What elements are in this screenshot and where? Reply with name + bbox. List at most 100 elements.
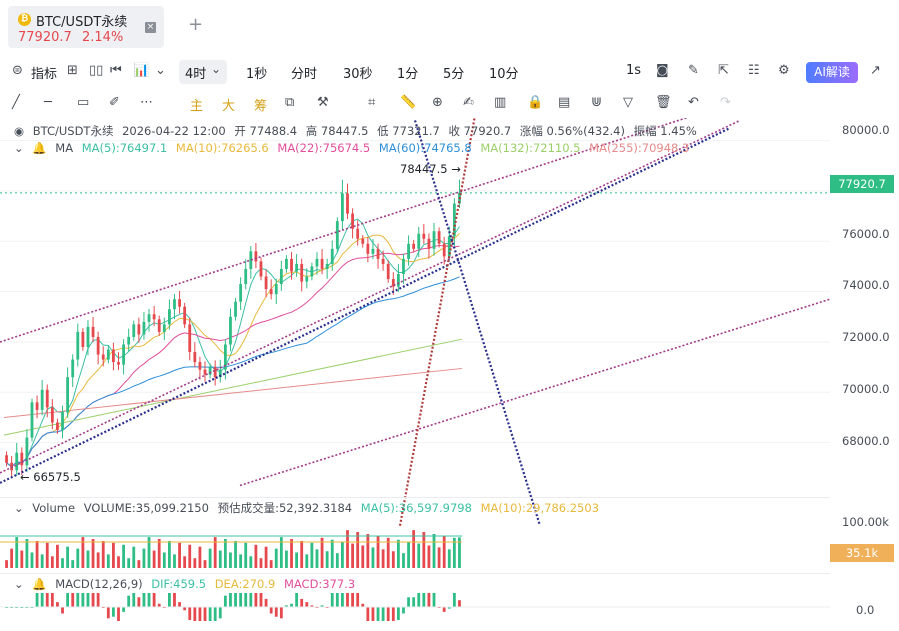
magnet-icon[interactable]: ⋓	[591, 95, 602, 110]
volume-bar	[152, 550, 156, 568]
main-chip-button[interactable]: 主	[190, 99, 204, 114]
volume-bar	[71, 560, 75, 568]
rectangle-tool-icon[interactable]: ▭	[77, 95, 90, 110]
candle-body	[315, 258, 319, 267]
macd-bar	[305, 602, 309, 607]
replay-icon[interactable]: ⏮	[110, 63, 122, 78]
interval-1s[interactable]: 1秒	[246, 67, 268, 82]
big-chip-button[interactable]: 大	[222, 99, 236, 114]
macd-bar	[458, 600, 461, 607]
candle-body	[91, 326, 95, 337]
volume-bar	[203, 560, 207, 568]
macd-bar	[203, 607, 207, 621]
chart-type-icon[interactable]: 📊	[133, 63, 150, 78]
volume-bar	[295, 552, 299, 568]
legend-open: 开 77488.4	[234, 124, 298, 138]
magic-tool-icon[interactable]: ⚒	[317, 95, 329, 110]
volume-bar	[117, 556, 120, 568]
settings-icon[interactable]: ⚙	[778, 63, 790, 78]
volume-bar	[81, 537, 85, 568]
volume-label: Volume	[32, 501, 76, 515]
macd-bar	[417, 593, 421, 607]
ma22-line	[6, 244, 460, 468]
zoom-in-icon[interactable]: ⊕	[432, 95, 443, 110]
trash-icon[interactable]: 🗑	[655, 95, 672, 110]
dropdown-icon[interactable]: ⌄	[155, 63, 166, 78]
ai-analysis-button[interactable]: AI解读	[806, 62, 858, 83]
candle-body	[341, 193, 344, 222]
macd-bar	[259, 593, 263, 607]
close-tab-icon[interactable]: ×	[145, 22, 156, 33]
chevron-down-icon[interactable]: ⌄	[14, 577, 24, 591]
volume-bar	[45, 542, 49, 568]
macd-bar	[264, 598, 268, 607]
volume-ma10: MA(10):29,786.2503	[480, 501, 600, 515]
macd-bar	[147, 593, 151, 607]
realtime-1s[interactable]: 1s	[626, 63, 642, 78]
redo-icon[interactable]: ↷	[720, 95, 731, 110]
measure-tool-icon[interactable]: ⧉	[285, 95, 295, 110]
ruler-tool-icon[interactable]: 📏	[400, 95, 417, 110]
ma5-line	[6, 218, 460, 468]
candle-body	[346, 193, 349, 214]
add-tab-icon[interactable]: +	[188, 14, 204, 35]
symbol-tab[interactable]: ₿ BTC/USDT永续 77920.7 2.14% ×	[8, 6, 164, 48]
macd-bar	[234, 593, 237, 607]
chart-bars-icon[interactable]: ▥	[494, 95, 507, 110]
macd-bar	[422, 593, 426, 607]
macd-bar	[402, 607, 405, 614]
volume-bar	[229, 552, 232, 568]
eye-icon[interactable]: ◉	[14, 124, 25, 138]
interval-timeline[interactable]: 分时	[291, 67, 318, 82]
grid-icon[interactable]: ⊞	[67, 63, 78, 78]
macd-bar	[66, 593, 70, 607]
candle-body	[213, 367, 217, 378]
macd-bar	[142, 593, 146, 607]
export-icon[interactable]: ⇱	[718, 63, 729, 78]
ma60-value: MA(60):74765.8	[378, 141, 472, 155]
volume-bar	[386, 537, 390, 568]
candle-body	[310, 266, 314, 277]
trendline-tool-icon[interactable]: ╱	[12, 95, 20, 110]
filter-icon[interactable]: ▽	[623, 95, 633, 110]
panel-divider	[0, 573, 830, 574]
horizontal-line-tool-icon[interactable]: ─	[44, 95, 52, 110]
candle-body	[208, 367, 212, 375]
template-icon[interactable]: ▤	[558, 95, 571, 110]
indicator-icon[interactable]: ⊜	[12, 63, 23, 78]
chevron-down-icon[interactable]: ⌄	[14, 141, 24, 155]
chevron-down-icon[interactable]: ⌄	[14, 501, 24, 515]
macd-bar	[106, 607, 110, 619]
undo-icon[interactable]: ↶	[688, 95, 699, 110]
interval-1m[interactable]: 1分	[397, 67, 419, 82]
brush-tool-icon[interactable]: ✐	[109, 95, 120, 110]
bell-icon[interactable]: 🔔	[32, 577, 47, 591]
interval-10m[interactable]: 10分	[489, 67, 519, 82]
macd-bar	[452, 593, 456, 607]
crop-tool-icon[interactable]: ⌗	[368, 95, 376, 110]
candle-body	[30, 402, 34, 438]
chip-distribution-button[interactable]: 筹	[254, 99, 268, 114]
bell-icon[interactable]: 🔔	[32, 141, 47, 155]
more-tools-icon[interactable]: ⋯	[140, 95, 153, 110]
interval-selector[interactable]: 4时 ⌄	[179, 60, 227, 84]
trend-icon[interactable]: ↗	[870, 63, 881, 78]
list-icon[interactable]: ☷	[748, 63, 760, 78]
macd-bar	[351, 593, 354, 607]
macd-bar	[157, 603, 161, 607]
fan-line-red	[398, 118, 476, 526]
candle-body	[330, 248, 334, 264]
volume-bar	[427, 545, 431, 568]
camera-icon[interactable]: ◙	[656, 63, 669, 78]
kline-chart[interactable]	[0, 118, 899, 631]
volume-bar	[458, 537, 461, 568]
volume-bar	[279, 537, 283, 568]
interval-30s[interactable]: 30秒	[343, 67, 373, 82]
indicators-button[interactable]: 指标	[31, 67, 58, 82]
layout-icon[interactable]: ▯▯	[89, 63, 104, 78]
interval-5m[interactable]: 5分	[443, 67, 465, 82]
pen-icon[interactable]: ✎	[688, 63, 699, 78]
volume-bar	[269, 560, 273, 568]
paint-tool-icon[interactable]: ✍	[463, 95, 474, 110]
lock-icon[interactable]: 🔒	[527, 95, 544, 110]
